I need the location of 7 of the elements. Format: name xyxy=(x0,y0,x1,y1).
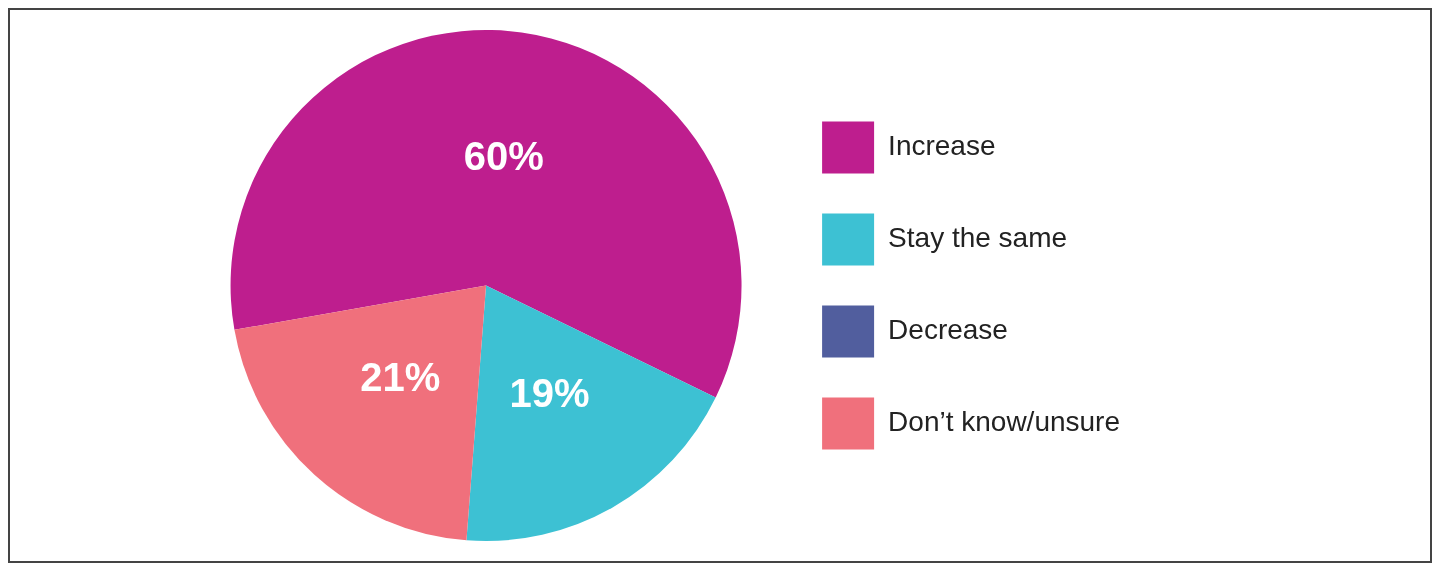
legend-label: Increase xyxy=(888,130,996,162)
data-label: 19% xyxy=(509,371,590,416)
legend-label: Stay the same xyxy=(888,222,1068,254)
legend-label: Don’t know/unsure xyxy=(888,406,1120,438)
data-label: 60% xyxy=(463,134,544,179)
data-label: 21% xyxy=(360,355,441,400)
legend-label: Decrease xyxy=(888,314,1008,346)
